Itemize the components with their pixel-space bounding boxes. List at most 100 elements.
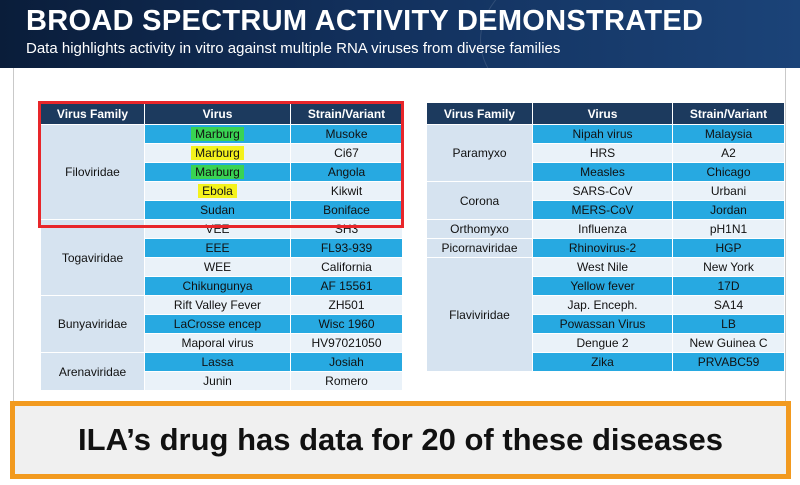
table-row: LaCrosse encep Wisc 1960 bbox=[41, 314, 403, 334]
column-header-virus-family: Virus Family bbox=[40, 102, 145, 125]
strain-cell: Kikwit bbox=[290, 181, 403, 201]
table-row: HRS A2 bbox=[427, 143, 785, 163]
virus-cell: Measles bbox=[532, 162, 673, 182]
slide-frame bbox=[13, 68, 786, 478]
strain-cell: PRVABC59 bbox=[672, 352, 785, 372]
column-header-virus: Virus bbox=[532, 102, 673, 125]
virus-family-cell: Togaviridae bbox=[40, 219, 145, 296]
virus-family-cell: Paramyxo bbox=[426, 124, 533, 182]
table-row: Powassan Virus LB bbox=[427, 314, 785, 334]
table-row: Sudan Boniface bbox=[41, 200, 403, 220]
virus-cell: Lassa bbox=[144, 352, 291, 372]
virus-cell: Junin bbox=[144, 371, 291, 391]
virus-name: LaCrosse encep bbox=[173, 317, 262, 331]
virus-cell: Influenza bbox=[532, 219, 673, 239]
left-virus-table: Virus Family Virus Strain/Variant Filovi… bbox=[40, 102, 403, 391]
slide-title: BROAD SPECTRUM ACTIVITY DEMONSTRATED bbox=[26, 5, 704, 37]
virus-cell: HRS bbox=[532, 143, 673, 163]
virus-name: EEE bbox=[205, 241, 230, 255]
table-row: Marburg Ci67 bbox=[41, 143, 403, 163]
virus-cell: Dengue 2 bbox=[532, 333, 673, 353]
table-row: Jap. Enceph. SA14 bbox=[427, 295, 785, 315]
slide-subtitle: Data highlights activity in vitro agains… bbox=[26, 40, 561, 57]
virus-family-cell: Filoviridae bbox=[40, 124, 145, 220]
virus-family-cell: Picornaviridae bbox=[426, 238, 533, 258]
strain-cell: Chicago bbox=[672, 162, 785, 182]
strain-cell: New Guinea C bbox=[672, 333, 785, 353]
virus-name: Powassan Virus bbox=[559, 317, 646, 331]
virus-cell: West Nile bbox=[532, 257, 673, 277]
strain-cell: Romero bbox=[290, 371, 403, 391]
virus-name: Jap. Enceph. bbox=[567, 298, 638, 312]
virus-name: Rift Valley Fever bbox=[173, 298, 262, 312]
strain-cell: LB bbox=[672, 314, 785, 334]
table-row: Marburg Angola bbox=[41, 162, 403, 182]
table-row: Arenaviridae Lassa Josiah bbox=[40, 352, 403, 391]
virus-name: West Nile bbox=[576, 260, 629, 274]
virus-cell: Chikungunya bbox=[144, 276, 291, 296]
table-row: Bunyaviridae Rift Valley Fever ZH501 bbox=[40, 295, 403, 353]
table-row: Orthomyxo Influenza pH1N1 bbox=[426, 219, 785, 239]
virus-cell: EEE bbox=[144, 238, 291, 258]
virus-name: WEE bbox=[203, 260, 232, 274]
filoviridae-highlight-box bbox=[38, 101, 404, 228]
virus-name: Influenza bbox=[578, 222, 627, 236]
left-table-body: Filoviridae Marburg Musoke Marburg Ci67 Marbu… bbox=[40, 124, 403, 391]
virus-name: Maporal virus bbox=[181, 336, 254, 350]
strain-cell: New York bbox=[672, 257, 785, 277]
strain-cell: SA14 bbox=[672, 295, 785, 315]
virus-cell: SARS-CoV bbox=[532, 181, 673, 201]
virus-name: Rhinovirus-2 bbox=[568, 241, 637, 255]
virus-name: Yellow fever bbox=[570, 279, 635, 293]
table-row: MERS-CoV Jordan bbox=[427, 200, 785, 220]
virus-cell: Maporal virus bbox=[144, 333, 291, 353]
strain-cell: Urbani bbox=[672, 181, 785, 201]
strain-cell: Angola bbox=[290, 162, 403, 182]
virus-name: Marburg bbox=[191, 146, 244, 160]
virus-cell: MERS-CoV bbox=[532, 200, 673, 220]
table-row: Junin Romero bbox=[41, 371, 403, 391]
strain-cell: FL93-939 bbox=[290, 238, 403, 258]
virus-cell: Zika bbox=[532, 352, 673, 372]
virus-name: MERS-CoV bbox=[571, 203, 634, 217]
strain-cell: Jordan bbox=[672, 200, 785, 220]
virus-family-cell: Corona bbox=[426, 181, 533, 220]
right-table-body: Paramyxo Nipah virus Malaysia HRS A2 Measles C… bbox=[426, 124, 785, 372]
virus-name: SARS-CoV bbox=[572, 184, 633, 198]
virus-cell: Marburg bbox=[144, 143, 291, 163]
table-row: Chikungunya AF 15561 bbox=[41, 276, 403, 296]
virus-cell: LaCrosse encep bbox=[144, 314, 291, 334]
virus-name: Marburg bbox=[191, 127, 244, 141]
virus-cell: Sudan bbox=[144, 200, 291, 220]
strain-cell: A2 bbox=[672, 143, 785, 163]
virus-cell: WEE bbox=[144, 257, 291, 277]
callout-banner: ILA’s drug has data for 20 of these dise… bbox=[10, 401, 791, 479]
strain-cell: SH3 bbox=[290, 219, 403, 239]
strain-cell: AF 15561 bbox=[290, 276, 403, 296]
virus-cell: Marburg bbox=[144, 124, 291, 144]
table-row: Paramyxo Nipah virus Malaysia bbox=[426, 124, 785, 182]
strain-cell: California bbox=[290, 257, 403, 277]
strain-cell: 17D bbox=[672, 276, 785, 296]
virus-name: Marburg bbox=[191, 165, 244, 179]
table-row: Measles Chicago bbox=[427, 162, 785, 182]
virus-name: Measles bbox=[580, 165, 625, 179]
virus-name: Nipah virus bbox=[572, 127, 633, 141]
virus-name: Dengue 2 bbox=[576, 336, 629, 350]
virus-name: HRS bbox=[589, 146, 616, 160]
virus-name: Sudan bbox=[200, 203, 235, 217]
virus-family-cell: Bunyaviridae bbox=[40, 295, 145, 353]
strain-cell: ZH501 bbox=[290, 295, 403, 315]
virus-name: Lassa bbox=[201, 355, 234, 369]
table-row: Picornaviridae Rhinovirus-2 HGP bbox=[426, 238, 785, 258]
strain-cell: Musoke bbox=[290, 124, 403, 144]
strain-cell: Ci67 bbox=[290, 143, 403, 163]
virus-cell: Powassan Virus bbox=[532, 314, 673, 334]
virus-name: Ebola bbox=[198, 184, 237, 198]
strain-cell: HV97021050 bbox=[290, 333, 403, 353]
slide-header: BROAD SPECTRUM ACTIVITY DEMONSTRATED Dat… bbox=[0, 0, 800, 140]
strain-cell: pH1N1 bbox=[672, 219, 785, 239]
virus-name: Junin bbox=[203, 374, 232, 388]
virus-family-cell: Flaviviridae bbox=[426, 257, 533, 372]
virus-cell: Yellow fever bbox=[532, 276, 673, 296]
